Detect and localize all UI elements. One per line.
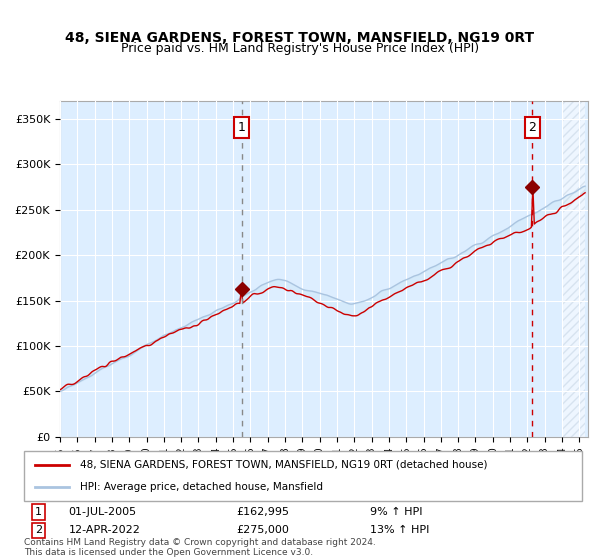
- Text: 12-APR-2022: 12-APR-2022: [68, 525, 140, 535]
- Text: 1: 1: [238, 121, 246, 134]
- Text: 48, SIENA GARDENS, FOREST TOWN, MANSFIELD, NG19 0RT: 48, SIENA GARDENS, FOREST TOWN, MANSFIEL…: [65, 31, 535, 45]
- Text: 01-JUL-2005: 01-JUL-2005: [68, 507, 137, 517]
- Text: 48, SIENA GARDENS, FOREST TOWN, MANSFIELD, NG19 0RT (detached house): 48, SIENA GARDENS, FOREST TOWN, MANSFIEL…: [80, 460, 487, 470]
- Text: 13% ↑ HPI: 13% ↑ HPI: [370, 525, 430, 535]
- Text: £275,000: £275,000: [236, 525, 289, 535]
- Text: HPI: Average price, detached house, Mansfield: HPI: Average price, detached house, Mans…: [80, 482, 323, 492]
- Text: 2: 2: [35, 525, 42, 535]
- Text: 9% ↑ HPI: 9% ↑ HPI: [370, 507, 422, 517]
- Text: £162,995: £162,995: [236, 507, 289, 517]
- Text: 1: 1: [35, 507, 42, 517]
- Text: Price paid vs. HM Land Registry's House Price Index (HPI): Price paid vs. HM Land Registry's House …: [121, 42, 479, 55]
- Text: 2: 2: [529, 121, 536, 134]
- Text: Contains HM Land Registry data © Crown copyright and database right 2024.
This d: Contains HM Land Registry data © Crown c…: [24, 538, 376, 557]
- FancyBboxPatch shape: [24, 451, 582, 501]
